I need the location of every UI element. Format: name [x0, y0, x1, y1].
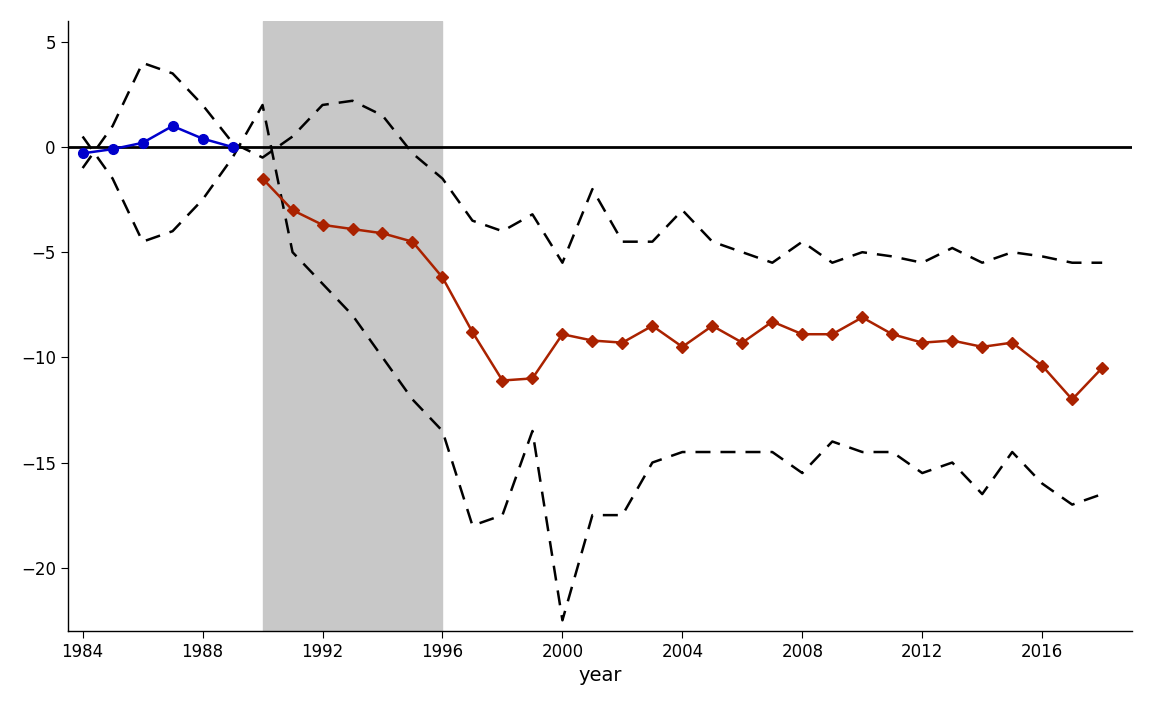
Bar	[263, 21, 443, 630]
X-axis label: year: year	[578, 666, 621, 685]
